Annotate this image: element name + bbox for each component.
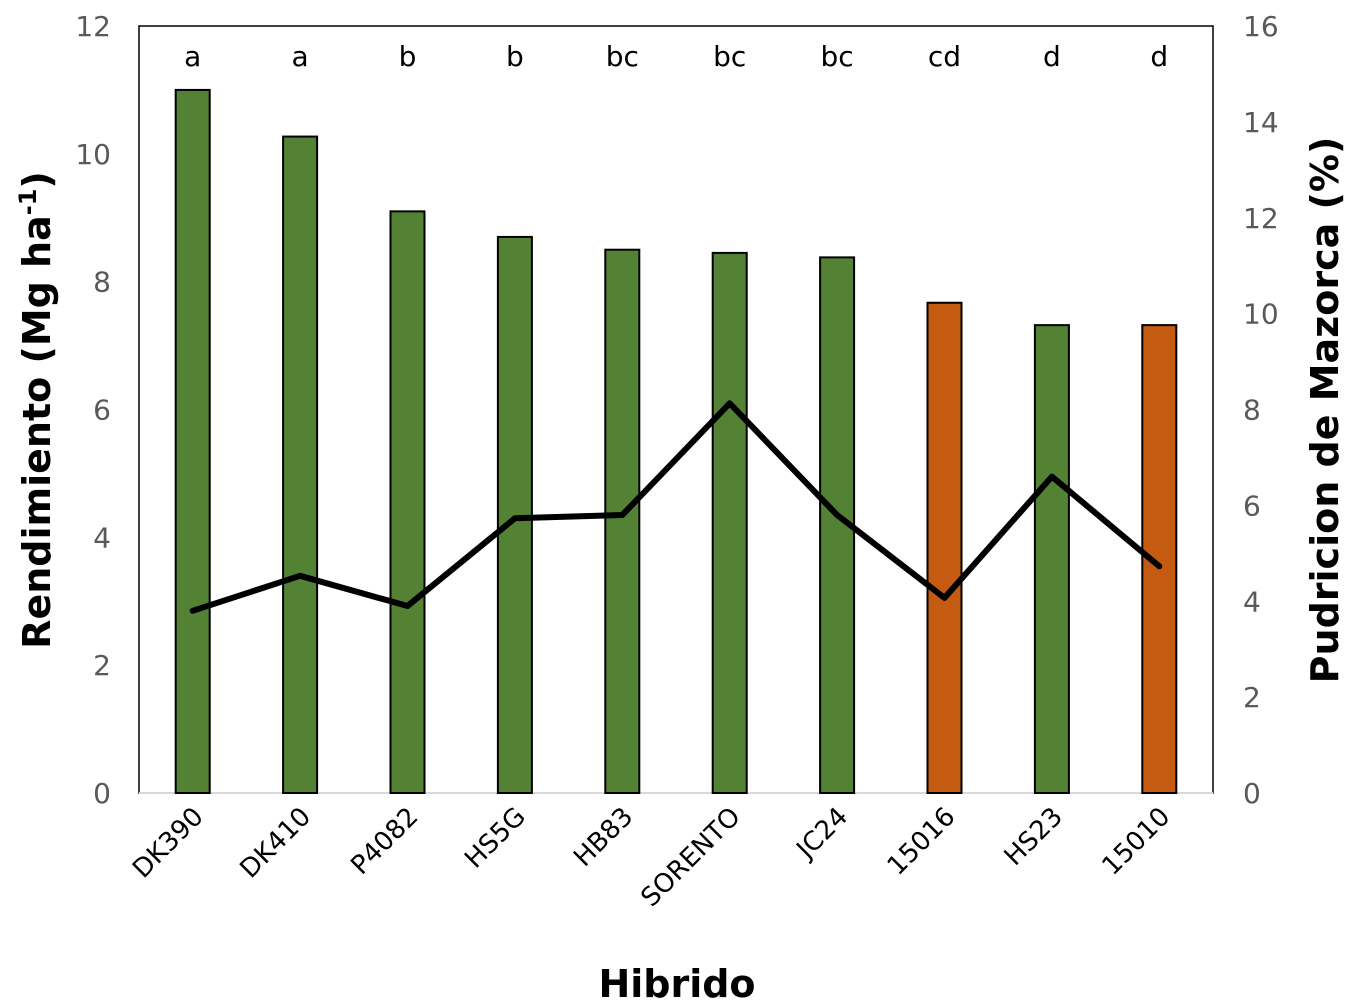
bar-15016 <box>926 301 963 794</box>
y-left-tick-label: 10 <box>75 138 111 171</box>
bars <box>174 88 1178 795</box>
y-left-tick-label: 12 <box>75 10 111 43</box>
y-right-tick-label: 4 <box>1243 585 1261 618</box>
x-axis-title: Hibrido <box>598 962 755 1004</box>
y-axis-right-title: Pudricion de Mazorca (%) <box>1303 137 1347 684</box>
category-label: DK390 <box>127 802 210 885</box>
y-right-tick-label: 10 <box>1243 298 1279 331</box>
category-label: JC24 <box>790 802 854 866</box>
category-label: HS23 <box>999 802 1069 872</box>
y-left-tick-label: 8 <box>93 266 111 299</box>
bar-hb83 <box>604 248 641 795</box>
category-label: HB83 <box>568 802 639 873</box>
y-left-tick-label: 6 <box>93 394 111 427</box>
bar-hs23 <box>1033 324 1070 794</box>
y-right-tick-label: 6 <box>1243 489 1261 522</box>
y-axis-left-title-main: Rendimiento (Mg ha <box>15 215 59 649</box>
line-layer <box>189 400 1163 614</box>
significance-letter: b <box>506 40 524 73</box>
y-right-tick-label: 16 <box>1243 10 1279 43</box>
bar-dk390 <box>174 88 211 794</box>
significance-letter: b <box>399 40 417 73</box>
y-right-tick-label: 12 <box>1243 202 1279 235</box>
y-left-tick-label: 0 <box>93 777 111 810</box>
y-right-tick-label: 8 <box>1243 394 1261 427</box>
bar-p4082 <box>389 210 426 794</box>
bar-sorento <box>711 251 748 794</box>
significance-letter: bc <box>713 40 746 73</box>
y-right-tick-label: 0 <box>1243 777 1261 810</box>
category-label: P4082 <box>345 802 424 881</box>
category-label: DK410 <box>235 802 318 885</box>
right-axis-ticks: 0 2 4 6 8 10 12 14 16 <box>1243 10 1279 810</box>
y-axis-left-title-tail: ) <box>15 171 59 188</box>
significance-letter: cd <box>928 40 961 73</box>
significance-letter: a <box>292 40 309 73</box>
category-label: HS5G <box>459 802 532 875</box>
significance-letter: bc <box>821 40 854 73</box>
significance-letter: bc <box>606 40 639 73</box>
line-series-pudricion <box>189 400 1163 614</box>
significance-letter: d <box>1150 40 1168 73</box>
y-left-tick-label: 4 <box>93 521 111 554</box>
category-label: 15010 <box>1097 802 1177 882</box>
category-label: 15016 <box>882 802 962 882</box>
y-left-tick-label: 2 <box>93 649 111 682</box>
category-label: SORENTO <box>635 802 746 913</box>
y-axis-left-title-superscript: -1 <box>14 189 42 216</box>
significance-letter: a <box>184 40 201 73</box>
significance-letters: a a b b bc bc bc cd d d <box>184 40 1168 73</box>
left-axis-ticks: 0 2 4 6 8 10 12 <box>75 10 111 810</box>
bar-dk410 <box>282 135 319 795</box>
y-axis-left-title: Rendimiento (Mg ha-1) <box>14 171 59 649</box>
y-right-tick-label: 14 <box>1243 106 1279 139</box>
significance-letter: d <box>1043 40 1061 73</box>
y-right-tick-label: 2 <box>1243 681 1261 714</box>
